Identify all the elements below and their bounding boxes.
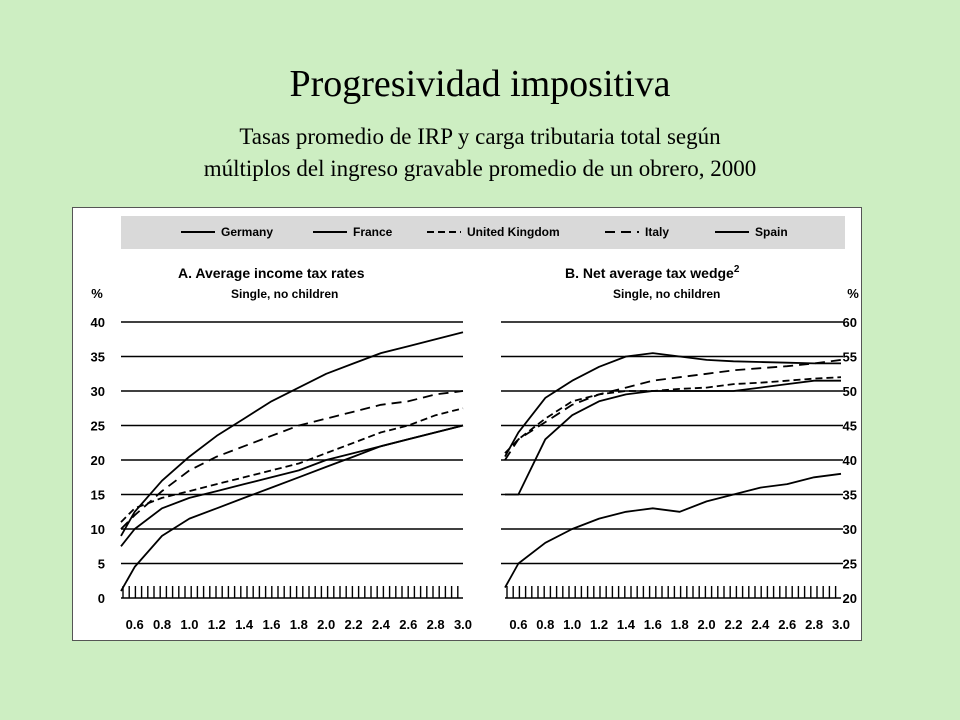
legend: Germany France United Kingdom Italy Spain — [181, 225, 788, 239]
panel-a-x-tick-label: 1.4 — [235, 617, 254, 632]
panel-b-title-superscript: 2 — [734, 264, 740, 275]
panel-b-series-line-united-kingdom — [504, 376, 842, 454]
panel-b-series-line-spain — [505, 379, 841, 496]
panel-a-y-tick-label: 30 — [91, 384, 105, 399]
panel-b-y-tick-label: 25 — [843, 557, 857, 572]
panel-b-y-tick-label: 60 — [843, 315, 857, 330]
panel-a-series-line-spain — [120, 424, 464, 547]
panel-a-x-tick-label: 2.0 — [317, 617, 335, 632]
panel-a-x-tick-label: 0.8 — [153, 617, 171, 632]
panel-b-series-line-italy — [504, 359, 842, 461]
panel-b-x-tick-label: 2.4 — [751, 617, 770, 632]
panel-a-x-tick-label: 1.0 — [180, 617, 198, 632]
panel-a-y-tick-label: 15 — [91, 488, 105, 503]
panel-b-y-axis-label: % — [847, 286, 859, 301]
panel-a-y-tick-label: 20 — [91, 453, 105, 468]
panel-a-x-tick-label: 1.6 — [262, 617, 280, 632]
panel-b-subtitle: Single, no children — [613, 287, 720, 301]
panel-b-y-tick-label: 30 — [843, 522, 857, 537]
panel-a-y-tick-label: 5 — [98, 557, 105, 572]
panel-b-x-tick-label: 2.8 — [805, 617, 823, 632]
panel-b-x-tick-label: 0.8 — [536, 617, 554, 632]
legend-label-spain: Spain — [755, 225, 788, 239]
legend-label-italy: Italy — [645, 225, 669, 239]
slide-subtitle-line-1: Tasas promedio de IRP y carga tributaria… — [239, 124, 721, 149]
panel-a-subtitle: Single, no children — [231, 287, 338, 301]
panel-b-x-tick-label: 3.0 — [832, 617, 850, 632]
chart-figure: Germany France United Kingdom Italy Spain A.… — [72, 207, 862, 641]
panel-a-x-tick-label: 2.4 — [372, 617, 391, 632]
panel-b-series-line-germany — [504, 352, 841, 458]
panel-b-x-tick-label: 2.0 — [698, 617, 716, 632]
panel-a-series-line-france — [120, 424, 464, 592]
panel-a-y-axis-label: % — [91, 286, 103, 301]
panel-b-x-tick-label: 1.2 — [590, 617, 608, 632]
panel-b-y-tick-label: 20 — [843, 591, 857, 606]
panel-b-x-tick-label: 1.6 — [644, 617, 662, 632]
panel-a-y-tick-label: 35 — [91, 350, 105, 365]
panel-b-x-tick-label: 2.2 — [724, 617, 742, 632]
panel-b-y-tick-label: 50 — [843, 384, 857, 399]
panel-a-title: A. Average income tax rates — [178, 265, 365, 281]
panel-b-y-tick-label: 35 — [843, 488, 857, 503]
panel-a-x-tick-label: 2.6 — [399, 617, 417, 632]
panel-b-y-tick-label: 45 — [843, 419, 857, 434]
slide-title: Progresividad impositiva — [289, 63, 671, 105]
panel-a-x-tick-label: 1.2 — [208, 617, 226, 632]
panel-a-x-tick-label: 0.6 — [126, 617, 144, 632]
panel-a-y-tick-label: 0 — [98, 591, 105, 606]
chart-canvas: Germany France United Kingdom Italy Spain A.… — [91, 216, 859, 632]
slide-subtitle-line-2: múltiplos del ingreso gravable promedio … — [203, 156, 757, 181]
panel-a-x-tick-label: 3.0 — [454, 617, 472, 632]
panel-a-x-tick-label: 2.2 — [345, 617, 363, 632]
panel-b-x-tick-label: 2.6 — [778, 617, 796, 632]
panel-a-series-line-italy — [120, 390, 464, 530]
panel-b-x-tick-label: 1.8 — [671, 617, 689, 632]
panel-b-x-tick-label: 1.0 — [563, 617, 581, 632]
panel-b-y-tick-label: 55 — [843, 350, 857, 365]
legend-label-germany: Germany — [221, 225, 273, 239]
panel-b-x-tick-label: 1.4 — [617, 617, 636, 632]
legend-label-france: France — [353, 225, 393, 239]
panel-a-x-tick-label: 1.8 — [290, 617, 308, 632]
panel-b-x-tick-label: 0.6 — [509, 617, 527, 632]
panel-b-series-line-france — [504, 472, 842, 589]
panel-b-title: B. Net average tax wedge2 — [565, 264, 740, 281]
panel-a-y-tick-label: 10 — [91, 522, 105, 537]
panel-a-y-tick-label: 40 — [91, 315, 105, 330]
panel-a-average-income-tax-rates: A. Average income tax rates Single, no ch… — [91, 265, 473, 632]
panel-b-y-tick-label: 40 — [843, 453, 857, 468]
panel-a-series-line-united-kingdom — [120, 407, 464, 523]
panel-a-y-tick-label: 25 — [91, 419, 105, 434]
panel-a-x-tick-label: 2.8 — [427, 617, 445, 632]
panel-b-net-average-tax-wedge: B. Net average tax wedge2 Single, no chil… — [501, 264, 859, 632]
panel-a-series-line-germany — [120, 331, 464, 537]
legend-label-united-kingdom: United Kingdom — [467, 225, 560, 239]
